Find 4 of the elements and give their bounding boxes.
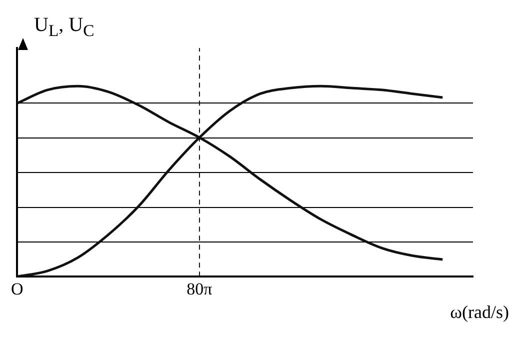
y-axis-title: U$_{L}$, U$_{C}$ <box>34 14 94 41</box>
x-tick-label: 80π <box>186 279 213 298</box>
x-tick-label: O <box>11 279 24 298</box>
x-axis-title: ω(rad/s) <box>450 302 509 323</box>
